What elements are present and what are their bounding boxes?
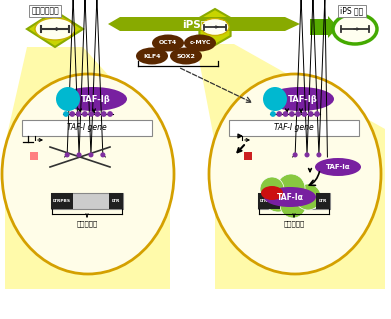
Circle shape (263, 182, 293, 212)
Text: TAF-Iα: TAF-Iα (276, 192, 303, 202)
Text: OCT4: OCT4 (159, 41, 177, 46)
Bar (51, 193, 123, 209)
Text: SOX2: SOX2 (177, 54, 196, 58)
Circle shape (65, 152, 70, 157)
Circle shape (100, 152, 106, 157)
Text: LTRPBS: LTRPBS (260, 199, 278, 203)
Bar (244, 152, 252, 160)
Circle shape (77, 152, 82, 157)
Bar (258, 193, 330, 209)
Circle shape (305, 152, 310, 157)
Circle shape (63, 111, 69, 117)
Bar (229, 120, 359, 136)
Circle shape (280, 192, 306, 218)
Text: c-MYC: c-MYC (189, 41, 211, 46)
Ellipse shape (59, 87, 127, 111)
Circle shape (308, 111, 314, 117)
Circle shape (69, 111, 75, 117)
Circle shape (289, 111, 295, 117)
Ellipse shape (315, 158, 361, 176)
Text: 被诱导前细胞: 被诱导前细胞 (31, 6, 59, 16)
Text: LTRPBS: LTRPBS (53, 199, 71, 203)
Text: 逆转录病毒: 逆转录病毒 (76, 221, 98, 227)
Text: TAF-Iα: TAF-Iα (326, 164, 350, 170)
Circle shape (88, 111, 94, 117)
Circle shape (276, 111, 282, 117)
Circle shape (82, 111, 88, 117)
Text: TAF-Iβ: TAF-Iβ (288, 94, 318, 103)
Ellipse shape (184, 34, 216, 51)
Polygon shape (199, 9, 231, 45)
Polygon shape (27, 11, 83, 47)
Circle shape (263, 87, 287, 111)
Bar (258, 193, 280, 209)
Text: TAF-Iβ: TAF-Iβ (81, 94, 111, 103)
Circle shape (292, 152, 298, 157)
Text: TAF-I gene: TAF-I gene (67, 123, 107, 132)
Circle shape (295, 111, 301, 117)
Polygon shape (196, 44, 385, 289)
Bar (22, 120, 152, 136)
Circle shape (316, 152, 321, 157)
Ellipse shape (266, 87, 334, 111)
Ellipse shape (261, 186, 283, 200)
Circle shape (107, 111, 113, 117)
Ellipse shape (170, 48, 202, 64)
Bar (316, 193, 330, 209)
Bar (51, 193, 73, 209)
Text: LTR: LTR (319, 199, 327, 203)
Text: 逆转录病毒: 逆转录病毒 (283, 221, 305, 227)
Circle shape (314, 111, 320, 117)
Text: KLF4: KLF4 (143, 54, 161, 58)
Polygon shape (108, 17, 300, 31)
Ellipse shape (35, 18, 75, 40)
Bar (109, 193, 123, 209)
Text: iPS 细胞: iPS 细胞 (341, 6, 364, 16)
Circle shape (260, 177, 284, 201)
Text: iPS细胞诱导: iPS细胞诱导 (182, 19, 226, 29)
Ellipse shape (2, 74, 174, 274)
Ellipse shape (136, 48, 168, 64)
FancyArrow shape (310, 16, 338, 38)
Ellipse shape (333, 14, 377, 44)
Ellipse shape (152, 34, 184, 51)
Polygon shape (5, 47, 170, 289)
Ellipse shape (209, 74, 381, 274)
Circle shape (101, 111, 107, 117)
Circle shape (76, 111, 81, 117)
Ellipse shape (264, 187, 316, 207)
Circle shape (277, 174, 305, 202)
Text: LTR: LTR (112, 199, 120, 203)
Circle shape (283, 111, 289, 117)
Bar (30, 152, 38, 160)
Text: TAF-I gene: TAF-I gene (274, 123, 314, 132)
Circle shape (295, 184, 321, 210)
Circle shape (301, 111, 307, 117)
Ellipse shape (201, 19, 229, 35)
Circle shape (56, 87, 80, 111)
Circle shape (95, 111, 100, 117)
Circle shape (88, 152, 93, 157)
Circle shape (270, 111, 276, 117)
